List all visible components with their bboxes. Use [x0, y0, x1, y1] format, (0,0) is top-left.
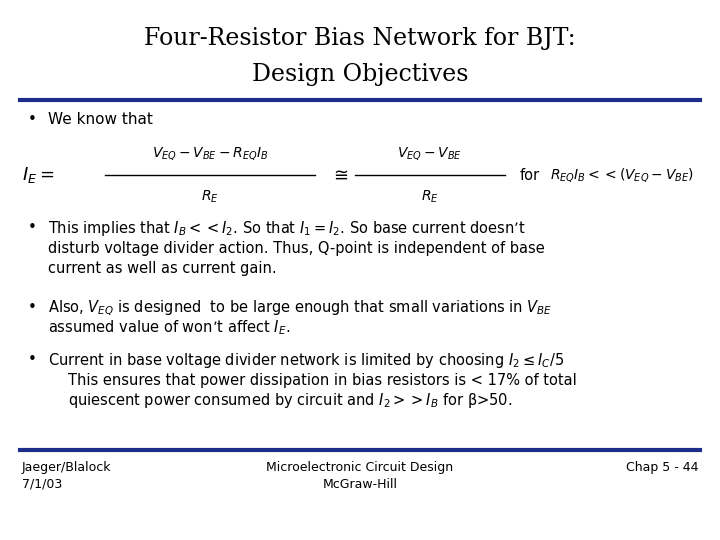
- Text: quiescent power consumed by circuit and $I_2 >> I_B$ for β>50.: quiescent power consumed by circuit and …: [68, 390, 513, 409]
- Text: Jaeger/Blalock: Jaeger/Blalock: [22, 462, 112, 475]
- Text: Design Objectives: Design Objectives: [252, 64, 468, 86]
- Text: This ensures that power dissipation in bias resistors is < 17% of total: This ensures that power dissipation in b…: [68, 373, 577, 388]
- Text: $V_{EQ}-V_{BE}$: $V_{EQ}-V_{BE}$: [397, 145, 462, 161]
- Text: Chap 5 - 44: Chap 5 - 44: [626, 462, 698, 475]
- Text: We know that: We know that: [48, 112, 153, 127]
- Text: •: •: [28, 112, 37, 127]
- Text: $R_E$: $R_E$: [421, 189, 439, 205]
- Text: Also, $V_{EQ}$ is designed  to be large enough that small variations in $V_{BE}$: Also, $V_{EQ}$ is designed to be large e…: [48, 298, 552, 318]
- Text: •: •: [28, 353, 37, 368]
- Text: $R_E$: $R_E$: [201, 189, 219, 205]
- Text: This implies that $I_B << I_2$. So that $I_1 = I_2$. So base current doesn’t: This implies that $I_B << I_2$. So that …: [48, 219, 526, 238]
- Text: •: •: [28, 220, 37, 235]
- Text: $\cong$: $\cong$: [330, 166, 348, 184]
- Text: disturb voltage divider action. Thus, Q-point is independent of base: disturb voltage divider action. Thus, Q-…: [48, 240, 545, 255]
- Text: for: for: [520, 167, 540, 183]
- Text: Microelectronic Circuit Design: Microelectronic Circuit Design: [266, 462, 454, 475]
- Text: •: •: [28, 300, 37, 315]
- Text: current as well as current gain.: current as well as current gain.: [48, 260, 276, 275]
- Text: assumed value of won’t affect $I_E$.: assumed value of won’t affect $I_E$.: [48, 319, 290, 338]
- Text: 7/1/03: 7/1/03: [22, 477, 62, 490]
- Text: Four-Resistor Bias Network for BJT:: Four-Resistor Bias Network for BJT:: [144, 26, 576, 50]
- Text: $R_{EQ}I_B<<(V_{EQ}-V_{BE})$: $R_{EQ}I_B<<(V_{EQ}-V_{BE})$: [550, 166, 694, 184]
- Text: $V_{EQ}-V_{BE}-R_{EQ}I_B$: $V_{EQ}-V_{BE}-R_{EQ}I_B$: [152, 145, 269, 161]
- Text: McGraw-Hill: McGraw-Hill: [323, 477, 397, 490]
- Text: $I_E=$: $I_E=$: [22, 165, 55, 185]
- Text: Current in base voltage divider network is limited by choosing $I_2 \leq I_C/5$: Current in base voltage divider network …: [48, 350, 564, 369]
